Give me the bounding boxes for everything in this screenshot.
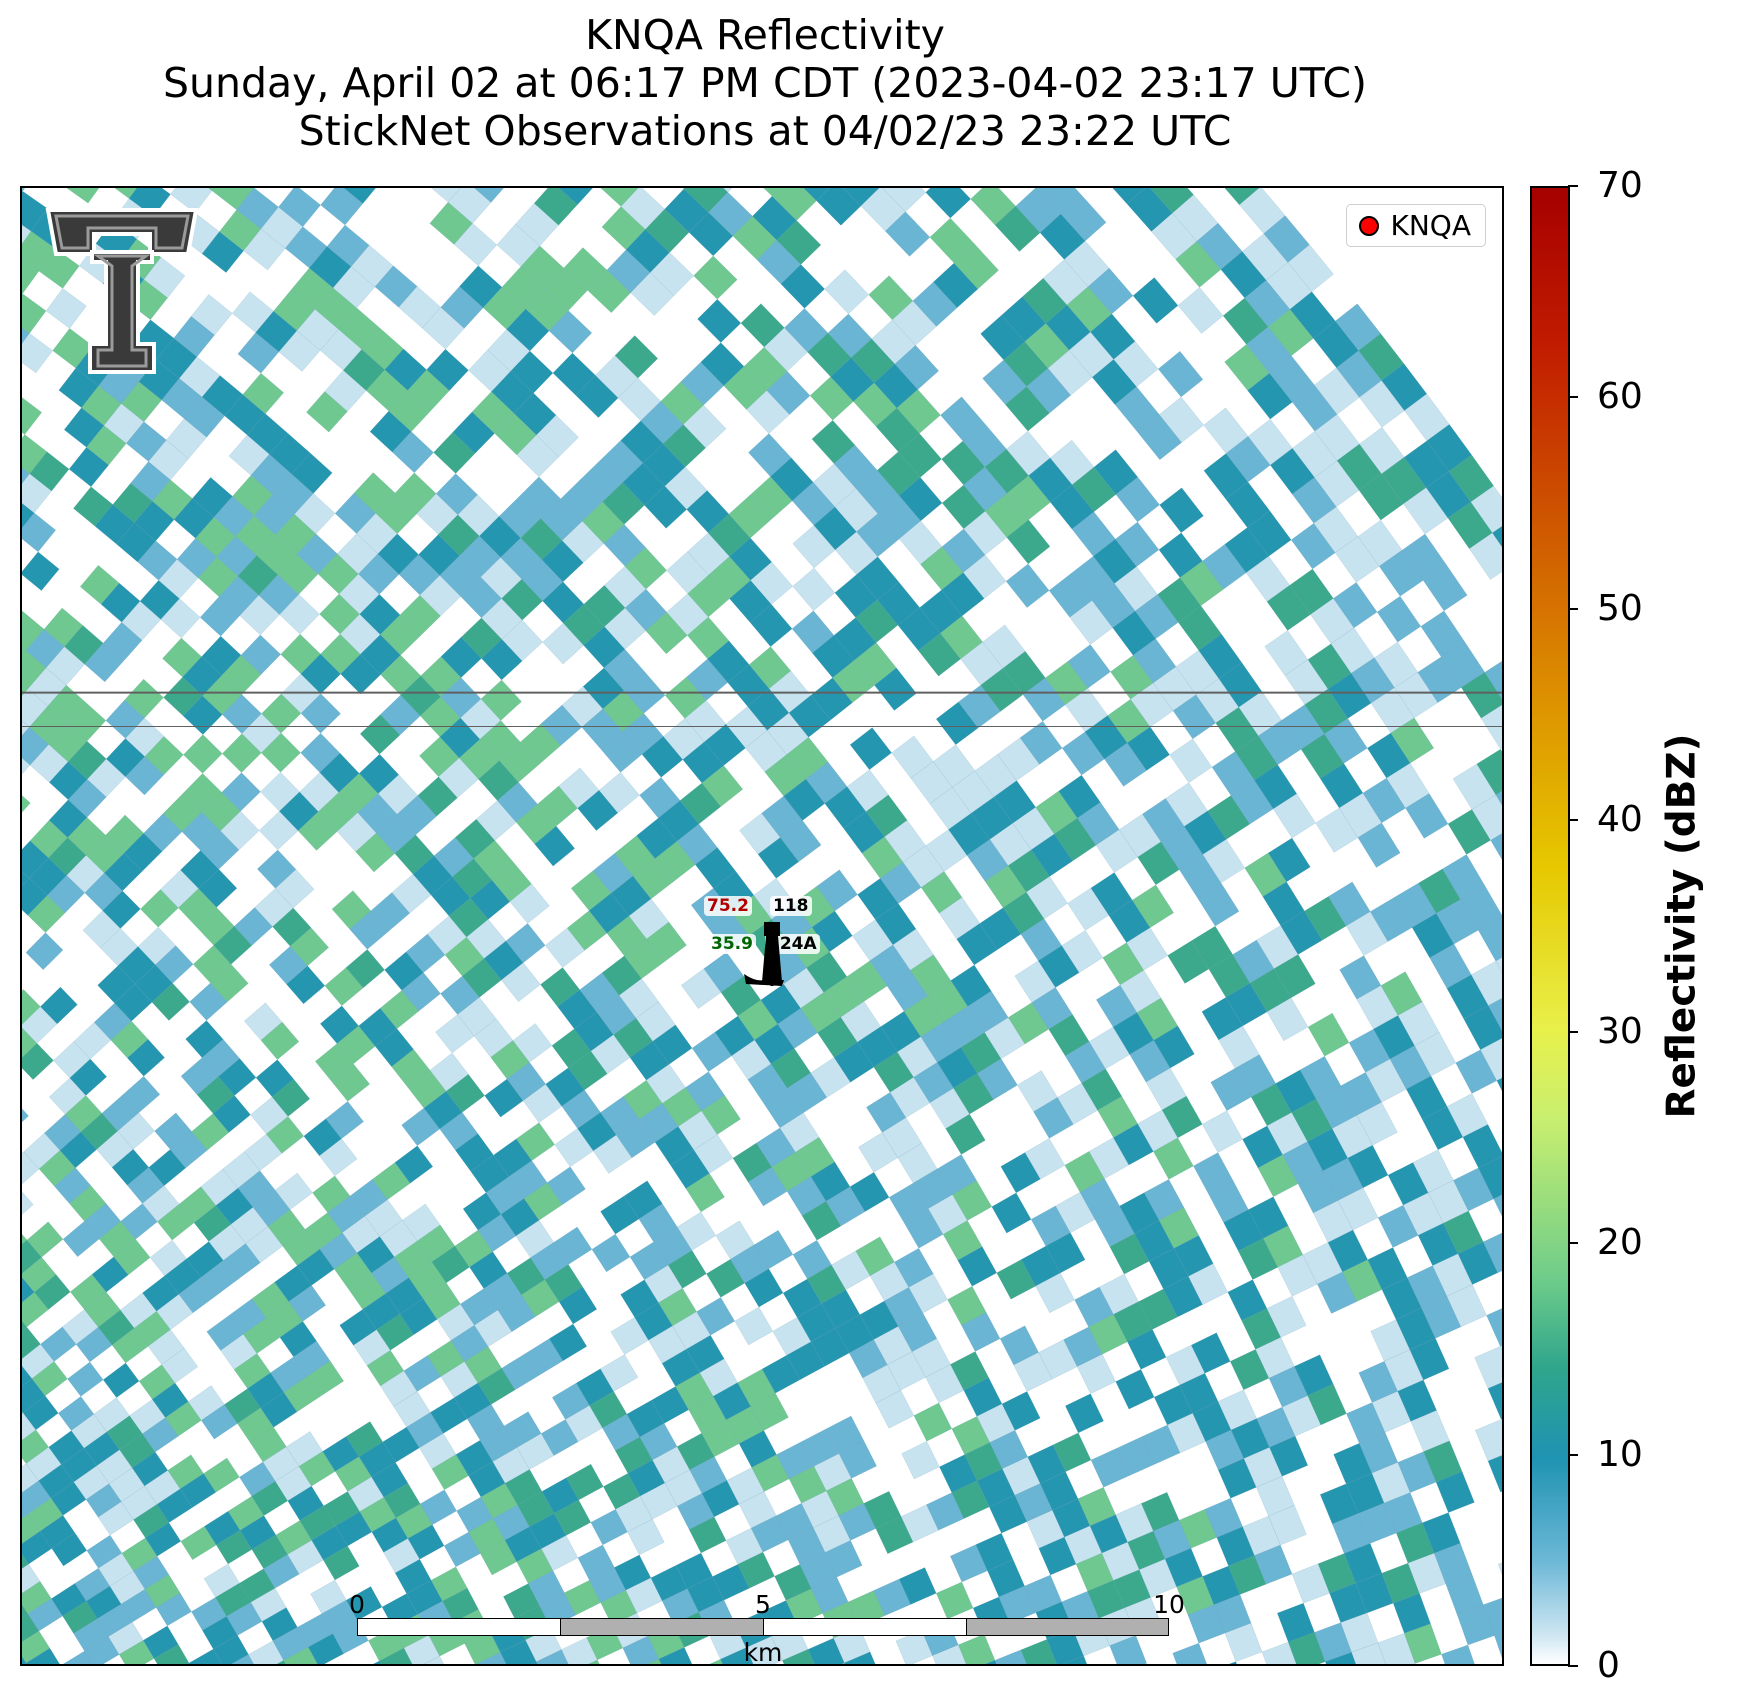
colorbar-tick-mark bbox=[1568, 607, 1578, 610]
title-line-1: KNQA Reflectivity bbox=[585, 11, 945, 59]
colorbar-tick-label: 50 bbox=[1597, 587, 1643, 629]
colorbar-tick-label: 20 bbox=[1597, 1222, 1643, 1264]
colorbar-tick-mark bbox=[1568, 185, 1578, 187]
map-legend: KNQA bbox=[1345, 204, 1486, 247]
scale-tick-0: 0 bbox=[349, 1590, 365, 1619]
radar-site-marker-icon bbox=[1358, 215, 1379, 236]
scale-segment-2 bbox=[560, 1618, 764, 1636]
colorbar-tick-mark bbox=[1568, 819, 1578, 822]
wind-barb-icon bbox=[744, 922, 784, 987]
scale-segment-3 bbox=[763, 1618, 967, 1636]
colorbar-tick-label: 0 bbox=[1597, 1645, 1620, 1686]
texas-tech-double-t-logo bbox=[45, 208, 199, 374]
radar-bins bbox=[22, 188, 1502, 1664]
radar-map[interactable]: KNQA 75.2 118 35.9 224A 0 5 10 km bbox=[20, 186, 1504, 1666]
scale-tick-5: 5 bbox=[755, 1590, 771, 1619]
colorbar-tick-mark bbox=[1568, 1030, 1578, 1033]
scale-segment-4 bbox=[966, 1618, 1169, 1636]
legend-label: KNQA bbox=[1390, 209, 1472, 242]
colorbar-tick-mark bbox=[1568, 1453, 1578, 1456]
reflectivity-field bbox=[22, 188, 1502, 1664]
colorbar-tick-label: 60 bbox=[1597, 376, 1643, 418]
title-line-3: StickNet Observations at 04/02/23 23:22 … bbox=[298, 107, 1232, 155]
scale-bar: 0 5 10 km bbox=[349, 1590, 1185, 1664]
colorbar-tick-label: 30 bbox=[1597, 1010, 1643, 1052]
scale-unit: km bbox=[743, 1638, 783, 1666]
station-dewpoint: 35.9 bbox=[708, 934, 756, 954]
colorbar-tick-label: 40 bbox=[1597, 799, 1643, 841]
colorbar-tick-mark bbox=[1568, 396, 1578, 399]
scale-tick-10: 10 bbox=[1153, 1590, 1185, 1619]
colorbar-tick-mark bbox=[1568, 1665, 1578, 1667]
reflectivity-colorbar bbox=[1530, 186, 1570, 1666]
scale-segment-1 bbox=[357, 1618, 561, 1636]
station-temperature: 75.2 bbox=[704, 896, 752, 916]
title-line-2: Sunday, April 02 at 06:17 PM CDT (2023-0… bbox=[162, 59, 1367, 107]
station-pressure: 118 bbox=[770, 896, 812, 916]
colorbar-tick-label: 70 bbox=[1597, 165, 1643, 206]
colorbar-title: Reflectivity (dBZ) bbox=[1659, 733, 1705, 1119]
colorbar-tick-label: 10 bbox=[1597, 1433, 1643, 1475]
colorbar-tick-mark bbox=[1568, 1242, 1578, 1245]
